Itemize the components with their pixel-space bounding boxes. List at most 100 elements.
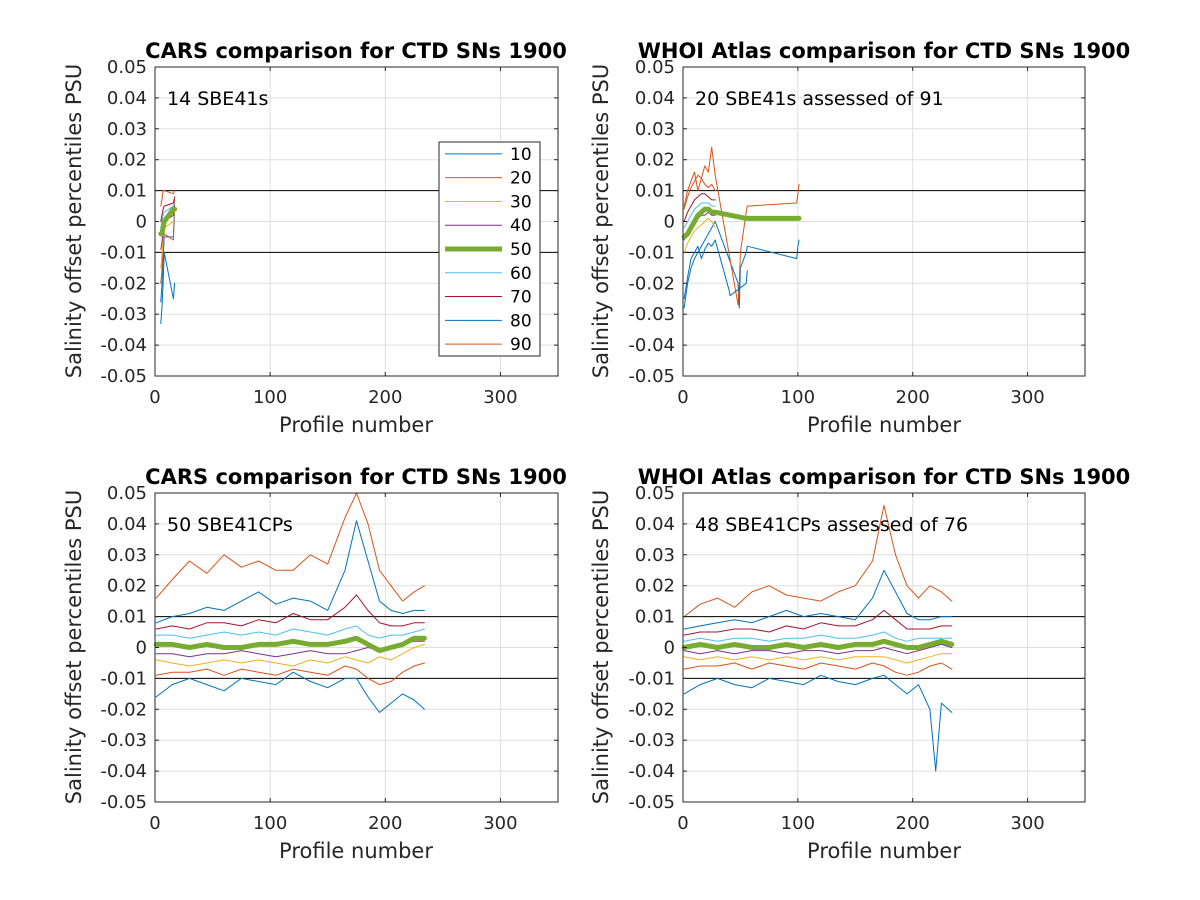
- x-tick-label: 0: [149, 813, 160, 834]
- float-count-annotation: 14 SBE41s: [167, 88, 268, 110]
- series-line-p50: [153, 635, 427, 654]
- x-tick-label: 200: [368, 387, 402, 408]
- y-tick-label: 0.05: [107, 483, 147, 504]
- y-tick-label: -0.04: [628, 761, 675, 782]
- series-line-p60: [683, 631, 953, 642]
- legend-label: 60: [510, 264, 532, 284]
- x-tick-label: 0: [149, 387, 160, 408]
- y-tick-label: 0.01: [107, 607, 147, 628]
- x-axis-label: Profile number: [279, 839, 433, 863]
- y-tick-label: -0.03: [100, 304, 147, 325]
- x-tick-label: 300: [483, 813, 517, 834]
- x-tick-label: 0: [677, 387, 688, 408]
- y-tick-label: -0.02: [100, 273, 147, 294]
- y-tick-label: 0.01: [107, 181, 147, 202]
- y-tick-label: 0.02: [635, 576, 675, 597]
- y-tick-label: -0.01: [100, 668, 147, 689]
- y-tick-label: 0.05: [635, 483, 675, 504]
- series-line-p80: [160, 251, 176, 324]
- y-axis-label: Salinity offset percentiles PSU: [62, 490, 86, 804]
- y-tick-label: -0.01: [100, 242, 147, 263]
- y-tick-label: -0.03: [628, 730, 675, 751]
- y-tick-label: 0: [136, 212, 147, 233]
- series-line-p20: [160, 199, 176, 284]
- y-tick-label: -0.02: [628, 273, 675, 294]
- y-tick-label: 0.03: [635, 119, 675, 140]
- x-tick-label: 300: [483, 387, 517, 408]
- series-line-p20: [155, 492, 425, 602]
- series-line-p80: [683, 239, 748, 300]
- y-tick-label: 0: [664, 638, 675, 659]
- float-count-annotation: 20 SBE41s assessed of 91: [695, 88, 944, 110]
- y-tick-label: -0.04: [100, 761, 147, 782]
- float-count-annotation: 50 SBE41CPs: [167, 514, 293, 536]
- y-tick-label: -0.05: [628, 366, 675, 387]
- float-count-annotation: 48 SBE41CPs assessed of 76: [695, 514, 968, 536]
- y-tick-label: 0.04: [107, 88, 147, 109]
- plot-area: 0 100 200 300 -0.05 -0.04 -0.03 -0.02 -0.01 0 0.01…: [100, 483, 559, 834]
- series-line-p60: [155, 625, 425, 639]
- y-tick-label: 0.03: [635, 545, 675, 566]
- legend-label: 40: [510, 216, 532, 236]
- y-tick-label: 0.04: [107, 514, 147, 535]
- y-tick-label: 0.02: [635, 150, 675, 171]
- x-tick-label: 300: [1010, 387, 1044, 408]
- panel-title: CARS comparison for CTD SNs 1900: [145, 465, 567, 489]
- series-line-p70: [683, 193, 716, 222]
- series-line-p20: [683, 146, 800, 306]
- x-axis-label: Profile number: [807, 413, 961, 437]
- series-line-p90: [683, 174, 716, 210]
- series-line-p20: [683, 504, 953, 618]
- y-tick-label: 0.05: [107, 57, 147, 78]
- y-tick-label: -0.01: [628, 668, 675, 689]
- x-tick-label: 100: [781, 813, 815, 834]
- y-tick-label: 0.04: [635, 88, 675, 109]
- legend-label: 50: [510, 240, 532, 260]
- panel-cars-sbe41cp: 0 100 200 300 -0.05 -0.04 -0.03 -0.02 -0.01 0 0.01…: [62, 465, 567, 863]
- series-line-p70: [683, 609, 953, 636]
- y-tick-label: -0.01: [628, 242, 675, 263]
- y-tick-label: 0.03: [107, 119, 147, 140]
- legend-label: 10: [510, 145, 532, 165]
- series-line-p50: [681, 206, 802, 240]
- legend-label: 80: [510, 311, 532, 331]
- y-tick-label: 0.01: [635, 181, 675, 202]
- series-line-p10: [683, 674, 953, 772]
- series-line-p30: [155, 643, 425, 667]
- series-line-p80: [155, 520, 425, 624]
- x-tick-label: 300: [1010, 813, 1044, 834]
- series-line-p90: [160, 190, 176, 207]
- x-tick-label: 200: [896, 813, 930, 834]
- series-line-p30: [683, 653, 953, 664]
- x-axis-label: Profile number: [807, 839, 961, 863]
- plot-area: 0 100 200 300 -0.05 -0.04 -0.03 -0.02 -0.01 0 0.01…: [628, 483, 1086, 834]
- series-line-p60: [683, 202, 716, 229]
- y-axis-label: Salinity offset percentiles PSU: [589, 64, 613, 378]
- y-tick-label: 0.01: [635, 607, 675, 628]
- legend: 10 20 30 40 50 60 70 80 90: [438, 141, 541, 357]
- panel-title: CARS comparison for CTD SNs 1900: [145, 39, 567, 63]
- y-tick-label: 0.04: [635, 514, 675, 535]
- y-tick-label: 0.02: [107, 576, 147, 597]
- series-line-p30: [683, 217, 716, 253]
- x-axis-label: Profile number: [279, 413, 433, 437]
- y-tick-label: -0.02: [100, 699, 147, 720]
- y-tick-label: -0.05: [100, 366, 147, 387]
- x-tick-label: 100: [253, 387, 287, 408]
- series-line-p50: [158, 206, 178, 237]
- x-tick-label: 200: [896, 387, 930, 408]
- series-line-p50: [681, 638, 955, 650]
- y-tick-label: -0.05: [100, 792, 147, 813]
- y-tick-label: 0.02: [107, 150, 147, 171]
- series-line-p70: [155, 594, 425, 630]
- panel-whoi-sbe41cp: 0 100 200 300 -0.05 -0.04 -0.03 -0.02 -0.01 0 0.01…: [589, 465, 1130, 863]
- series-line-p90: [683, 662, 953, 676]
- y-tick-label: -0.05: [628, 792, 675, 813]
- legend-label: 30: [510, 192, 532, 212]
- series-line-p10: [155, 671, 425, 713]
- y-axis-label: Salinity offset percentiles PSU: [589, 490, 613, 804]
- legend-label: 90: [510, 335, 532, 355]
- series-line-p80: [683, 569, 953, 630]
- series-line-p40: [683, 643, 953, 655]
